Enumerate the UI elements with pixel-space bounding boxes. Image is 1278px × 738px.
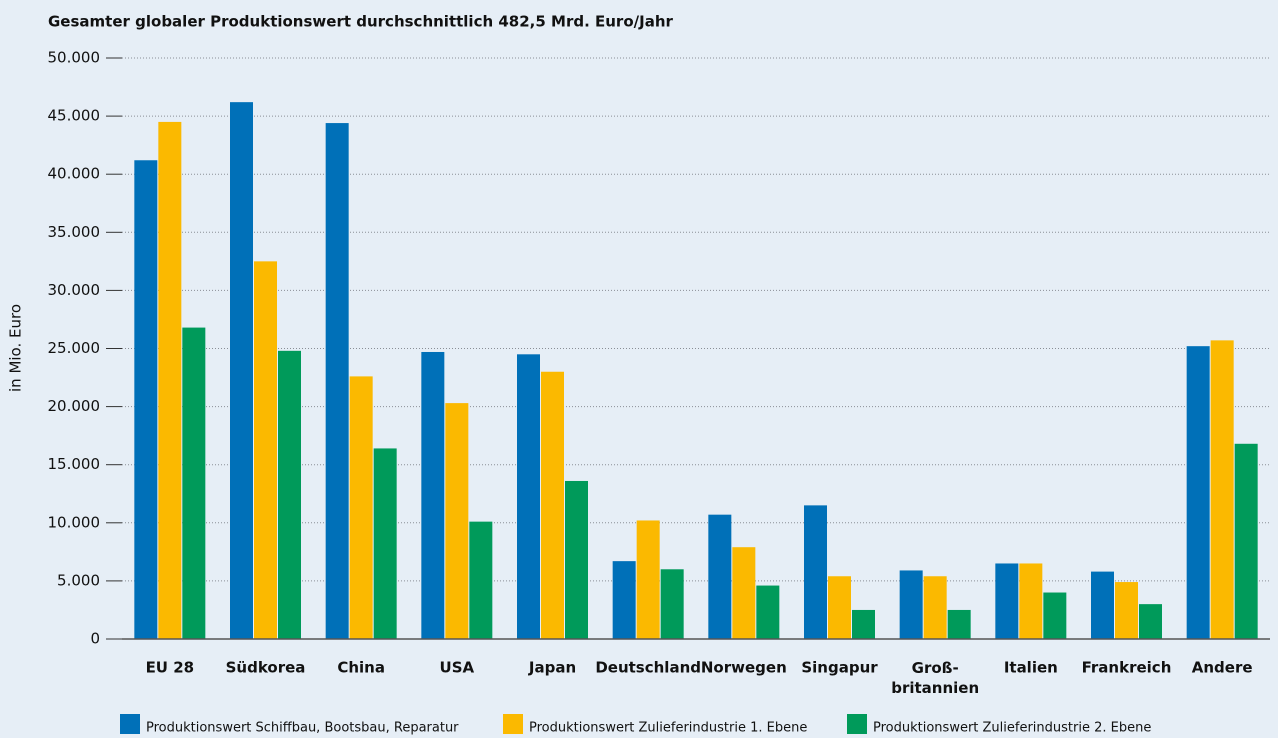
bar: [278, 350, 301, 639]
bar: [1019, 563, 1043, 639]
bar: [254, 261, 277, 639]
bar: [373, 448, 397, 639]
bar: [421, 351, 445, 639]
bar: [732, 547, 756, 639]
bar: [828, 576, 851, 639]
bar: [1091, 571, 1114, 639]
y-tick-label: 20.000: [48, 397, 101, 415]
bar: [565, 480, 588, 639]
y-tick-label: 35.000: [48, 223, 101, 241]
bar: [899, 570, 923, 639]
x-tick-label: EU 28: [146, 659, 195, 677]
bar: [517, 354, 540, 639]
legend-swatch: [503, 714, 523, 734]
bar: [708, 514, 732, 639]
y-tick-label: 15.000: [48, 455, 101, 473]
legend-label: Produktionswert Zulieferindustrie 1. Ebe…: [529, 721, 807, 736]
bar: [1139, 604, 1162, 639]
bar: [995, 563, 1019, 639]
x-tick-label: Norwegen: [701, 659, 787, 677]
x-tick-label: Singapur: [801, 659, 878, 677]
bar: [349, 376, 373, 639]
bar: [636, 520, 660, 639]
bar: [230, 102, 253, 639]
bar: [923, 576, 947, 639]
bar: [660, 569, 684, 639]
bar: [1234, 443, 1258, 639]
legend-swatch: [847, 714, 867, 734]
bar: [541, 371, 564, 639]
y-axis-label: in Mio. Euro: [7, 304, 25, 392]
bar: [1043, 592, 1067, 639]
legend-label: Produktionswert Zulieferindustrie 2. Ebe…: [873, 721, 1151, 736]
bar: [182, 327, 206, 639]
bar: [1115, 582, 1138, 639]
legend-swatch: [120, 714, 140, 734]
x-tick-label: Frankreich: [1082, 659, 1172, 677]
y-tick-label: 30.000: [48, 281, 101, 299]
bar: [445, 403, 469, 639]
bar: [1210, 340, 1234, 639]
bar: [1186, 346, 1210, 639]
x-tick-label: Groß-britannien: [891, 659, 979, 697]
bar: [852, 609, 875, 639]
bar: [158, 121, 182, 639]
y-tick-label: 10.000: [48, 513, 101, 531]
x-tick-label: Andere: [1192, 659, 1253, 677]
bar: [469, 521, 493, 639]
y-tick-label: 40.000: [48, 165, 101, 183]
x-tick-label: USA: [440, 659, 475, 677]
y-tick-label: 0: [90, 630, 100, 648]
bar: [756, 585, 780, 639]
y-tick-label: 50.000: [48, 49, 101, 67]
x-tick-label: China: [337, 659, 385, 677]
bar: [325, 123, 349, 639]
x-tick-label: Japan: [528, 659, 576, 677]
bar: [612, 561, 636, 639]
y-tick-label: 25.000: [48, 339, 101, 357]
chart-title: Gesamter globaler Produktionswert durchs…: [48, 13, 673, 31]
x-tick-label: Deutschland: [595, 659, 701, 677]
bar: [947, 609, 971, 639]
x-tick-label: Südkorea: [226, 659, 306, 677]
bar: [804, 505, 827, 639]
bar: [134, 160, 158, 640]
y-tick-label: 45.000: [48, 107, 101, 125]
legend-label: Produktionswert Schiffbau, Bootsbau, Rep…: [146, 721, 459, 736]
x-tick-label: Italien: [1004, 659, 1058, 677]
y-tick-label: 5.000: [57, 571, 100, 589]
